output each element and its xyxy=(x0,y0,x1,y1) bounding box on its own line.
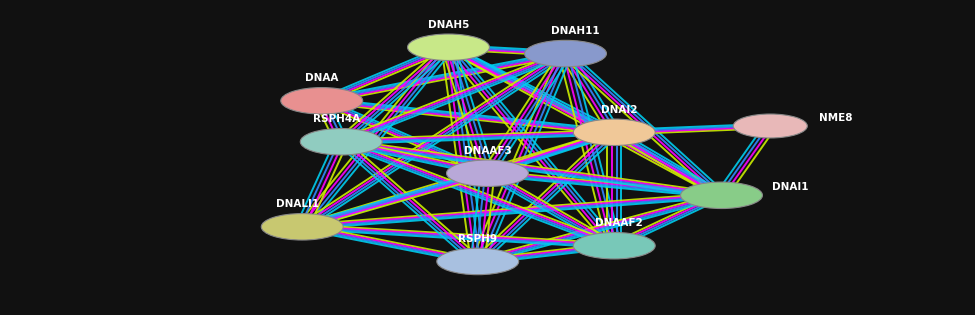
Text: DNAA: DNAA xyxy=(305,73,338,83)
Circle shape xyxy=(408,34,489,60)
Circle shape xyxy=(573,119,655,146)
Circle shape xyxy=(261,214,343,240)
Text: DNAH11: DNAH11 xyxy=(551,26,600,36)
Circle shape xyxy=(437,248,519,275)
Circle shape xyxy=(525,40,606,67)
Text: RSPH4A: RSPH4A xyxy=(313,114,360,124)
Circle shape xyxy=(447,160,528,186)
Text: DNAAF3: DNAAF3 xyxy=(464,146,511,156)
Circle shape xyxy=(733,114,807,138)
Text: NME8: NME8 xyxy=(819,113,852,123)
Circle shape xyxy=(681,182,762,209)
Circle shape xyxy=(573,232,655,259)
Text: DNAI2: DNAI2 xyxy=(601,105,638,115)
Text: DNAAF2: DNAAF2 xyxy=(596,218,643,228)
Text: DNALI1: DNALI1 xyxy=(276,199,319,209)
Circle shape xyxy=(300,129,382,155)
Text: RSPH9: RSPH9 xyxy=(458,234,497,244)
Text: DNAH5: DNAH5 xyxy=(428,20,469,30)
Text: DNAI1: DNAI1 xyxy=(772,182,808,192)
Circle shape xyxy=(281,88,363,114)
